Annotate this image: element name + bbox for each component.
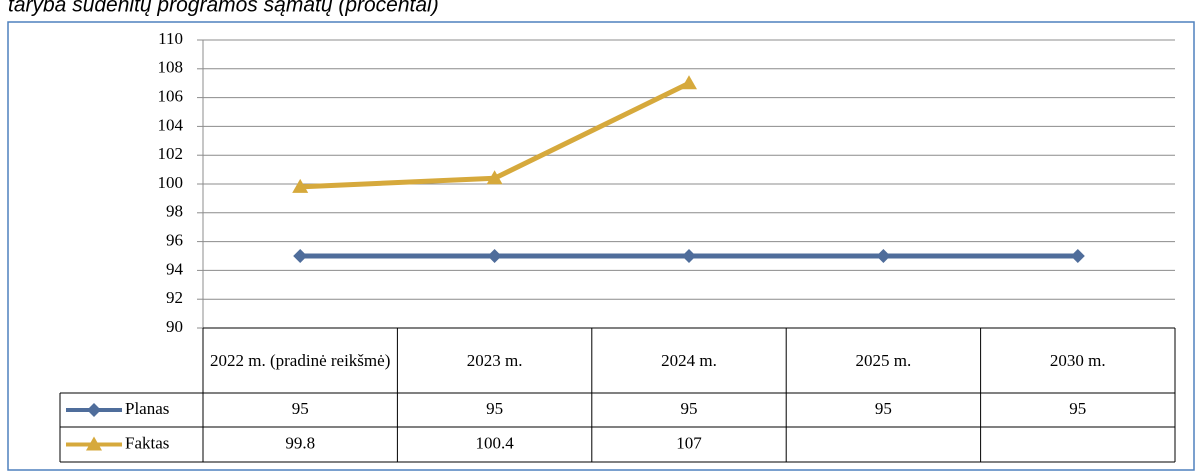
marker (293, 249, 308, 263)
legend-label: Planas (125, 399, 169, 418)
x-tick-label: 2024 m. (661, 350, 717, 370)
chart-title: taryba sudėnitų programos sąmatų (procen… (8, 0, 439, 17)
table-value: 95 (292, 399, 309, 418)
x-tick-label-box: 2023 m. (466, 350, 523, 370)
y-tick-label: 92 (166, 288, 183, 307)
marker (1070, 249, 1085, 263)
marker (876, 249, 891, 263)
y-tick-label: 100 (158, 173, 184, 192)
table-value: 95 (875, 399, 892, 418)
marker (487, 249, 502, 263)
table-value: 100.4 (475, 433, 514, 452)
marker (682, 249, 696, 263)
table-value: 95 (1069, 399, 1086, 418)
table-value: 95 (681, 399, 698, 418)
x-tick-label: 2023 m. (466, 350, 523, 370)
x-tick-label-box: 2024 m. (661, 350, 717, 370)
table-value: 107 (676, 433, 702, 452)
y-tick-label: 106 (158, 87, 184, 106)
chart-border (7, 21, 1195, 471)
y-tick-label: 98 (166, 202, 183, 221)
marker (87, 403, 101, 417)
y-tick-label: 104 (158, 115, 184, 134)
marker (486, 170, 503, 185)
legend-label: Faktas (125, 433, 169, 452)
y-tick-label: 96 (166, 231, 183, 250)
y-tick-label: 102 (158, 144, 184, 163)
x-tick-label-box: 2030 m. (1049, 350, 1106, 370)
y-tick-label: 110 (158, 29, 183, 48)
x-tick-label: 2025 m. (855, 350, 912, 370)
x-tick-label: 2030 m. (1049, 350, 1106, 370)
marker (681, 75, 697, 90)
y-tick-label: 108 (158, 58, 184, 77)
marker (86, 436, 102, 451)
x-tick-label-box: 2025 m. (855, 350, 912, 370)
table-value: 95 (486, 399, 503, 418)
y-tick-label: 90 (166, 317, 183, 336)
marker (292, 178, 309, 193)
x-tick-label: 2022 m. (pradinė reikšmė) (210, 350, 391, 370)
table-value: 99.8 (285, 433, 315, 452)
y-tick-label: 94 (166, 259, 184, 278)
x-tick-label-box: 2022 m. (pradinė reikšmė) (210, 350, 391, 370)
